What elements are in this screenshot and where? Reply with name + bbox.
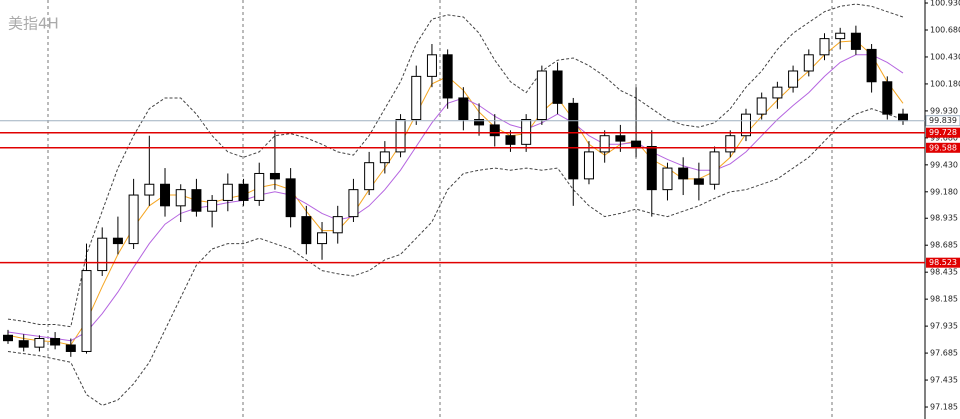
candle-body xyxy=(898,113,908,122)
candle-body xyxy=(615,135,626,142)
candle-body xyxy=(34,338,45,348)
candle-body xyxy=(458,97,469,121)
candle-body xyxy=(254,172,265,201)
candle-body xyxy=(3,334,13,342)
candle-body xyxy=(521,119,532,145)
candle-body xyxy=(222,183,233,201)
candle-body xyxy=(442,54,453,99)
candle-body xyxy=(583,151,594,180)
y-tick-label: 99.180 xyxy=(930,187,958,196)
candle-body xyxy=(269,172,280,180)
candle-body xyxy=(332,216,343,234)
candle-body xyxy=(803,54,814,72)
candle-body xyxy=(536,70,547,121)
y-tick-label: 98.685 xyxy=(930,241,958,250)
y-tick-label: 97.935 xyxy=(930,322,958,331)
y-tick-label: 100.930 xyxy=(930,0,960,8)
candle-body xyxy=(740,113,751,137)
candle-body xyxy=(819,38,830,56)
candle-body xyxy=(364,162,375,191)
candle-body xyxy=(599,135,610,153)
candle-body xyxy=(662,167,673,191)
candle-body xyxy=(882,81,893,115)
candle-body xyxy=(631,140,642,147)
candle-body xyxy=(646,145,657,191)
candle-body xyxy=(866,48,877,83)
candle-body xyxy=(238,183,249,201)
y-tick-label: 99.930 xyxy=(930,106,958,115)
candle-body xyxy=(678,167,689,180)
candle-body xyxy=(788,70,799,88)
chart-title: 美指4H xyxy=(8,15,59,33)
y-tick-label: 100.180 xyxy=(930,79,960,88)
y-tick-label: 97.185 xyxy=(930,403,958,412)
candle-body xyxy=(50,338,61,346)
candle-body xyxy=(693,178,704,185)
candle-body xyxy=(756,97,767,115)
level-tag xyxy=(926,257,960,268)
plot xyxy=(3,3,908,406)
y-tick-label: 97.435 xyxy=(930,376,958,385)
bollinger-band xyxy=(7,108,904,406)
candle-body xyxy=(175,189,186,207)
level-tag xyxy=(926,127,960,138)
candle-body xyxy=(772,86,783,99)
candle-body xyxy=(395,119,406,153)
candle-body xyxy=(301,216,312,245)
candle-body xyxy=(505,135,516,145)
bollinger-band xyxy=(7,3,904,328)
y-tick-label: 97.685 xyxy=(930,349,958,358)
level-label: 99.728 xyxy=(929,128,957,137)
candle-body xyxy=(285,178,296,218)
candle-body xyxy=(725,135,736,153)
candle-body xyxy=(474,119,485,126)
level-label: 98.523 xyxy=(929,258,957,267)
candle-body xyxy=(426,54,437,77)
candle-body xyxy=(709,151,720,185)
candle-body xyxy=(379,151,390,164)
candle-body xyxy=(65,344,76,352)
moving-average xyxy=(7,40,904,346)
candle-body xyxy=(97,237,108,272)
candle-body xyxy=(489,124,500,137)
current-price-tag xyxy=(925,115,960,127)
candle-body xyxy=(18,340,29,348)
candle-body xyxy=(317,232,328,245)
y-tick-label: 100.430 xyxy=(930,52,960,61)
y-tick-label: 99.430 xyxy=(930,160,958,169)
moving-average xyxy=(7,54,904,342)
current-price-label: 99.839 xyxy=(929,116,957,125)
candle-body xyxy=(835,32,846,40)
y-tick-label: 98.935 xyxy=(930,214,958,223)
level-tag xyxy=(926,142,960,153)
candle-body xyxy=(191,189,202,212)
candle-body xyxy=(207,199,218,212)
candle-body xyxy=(411,75,422,121)
candle-body xyxy=(128,194,139,245)
y-tick-label: 99.680 xyxy=(930,133,958,142)
y-tick-label: 100.680 xyxy=(930,25,960,34)
candle-body xyxy=(850,32,861,50)
candle-body xyxy=(568,102,579,180)
candle-body xyxy=(348,189,359,218)
candle-body xyxy=(160,183,171,207)
candle-body xyxy=(81,270,92,352)
level-label: 99.588 xyxy=(929,143,957,152)
y-tick-label: 98.435 xyxy=(930,268,958,277)
candle-body xyxy=(552,70,563,104)
candle-body xyxy=(112,237,123,245)
y-tick-label: 98.185 xyxy=(930,295,958,304)
candle-body xyxy=(144,183,155,196)
